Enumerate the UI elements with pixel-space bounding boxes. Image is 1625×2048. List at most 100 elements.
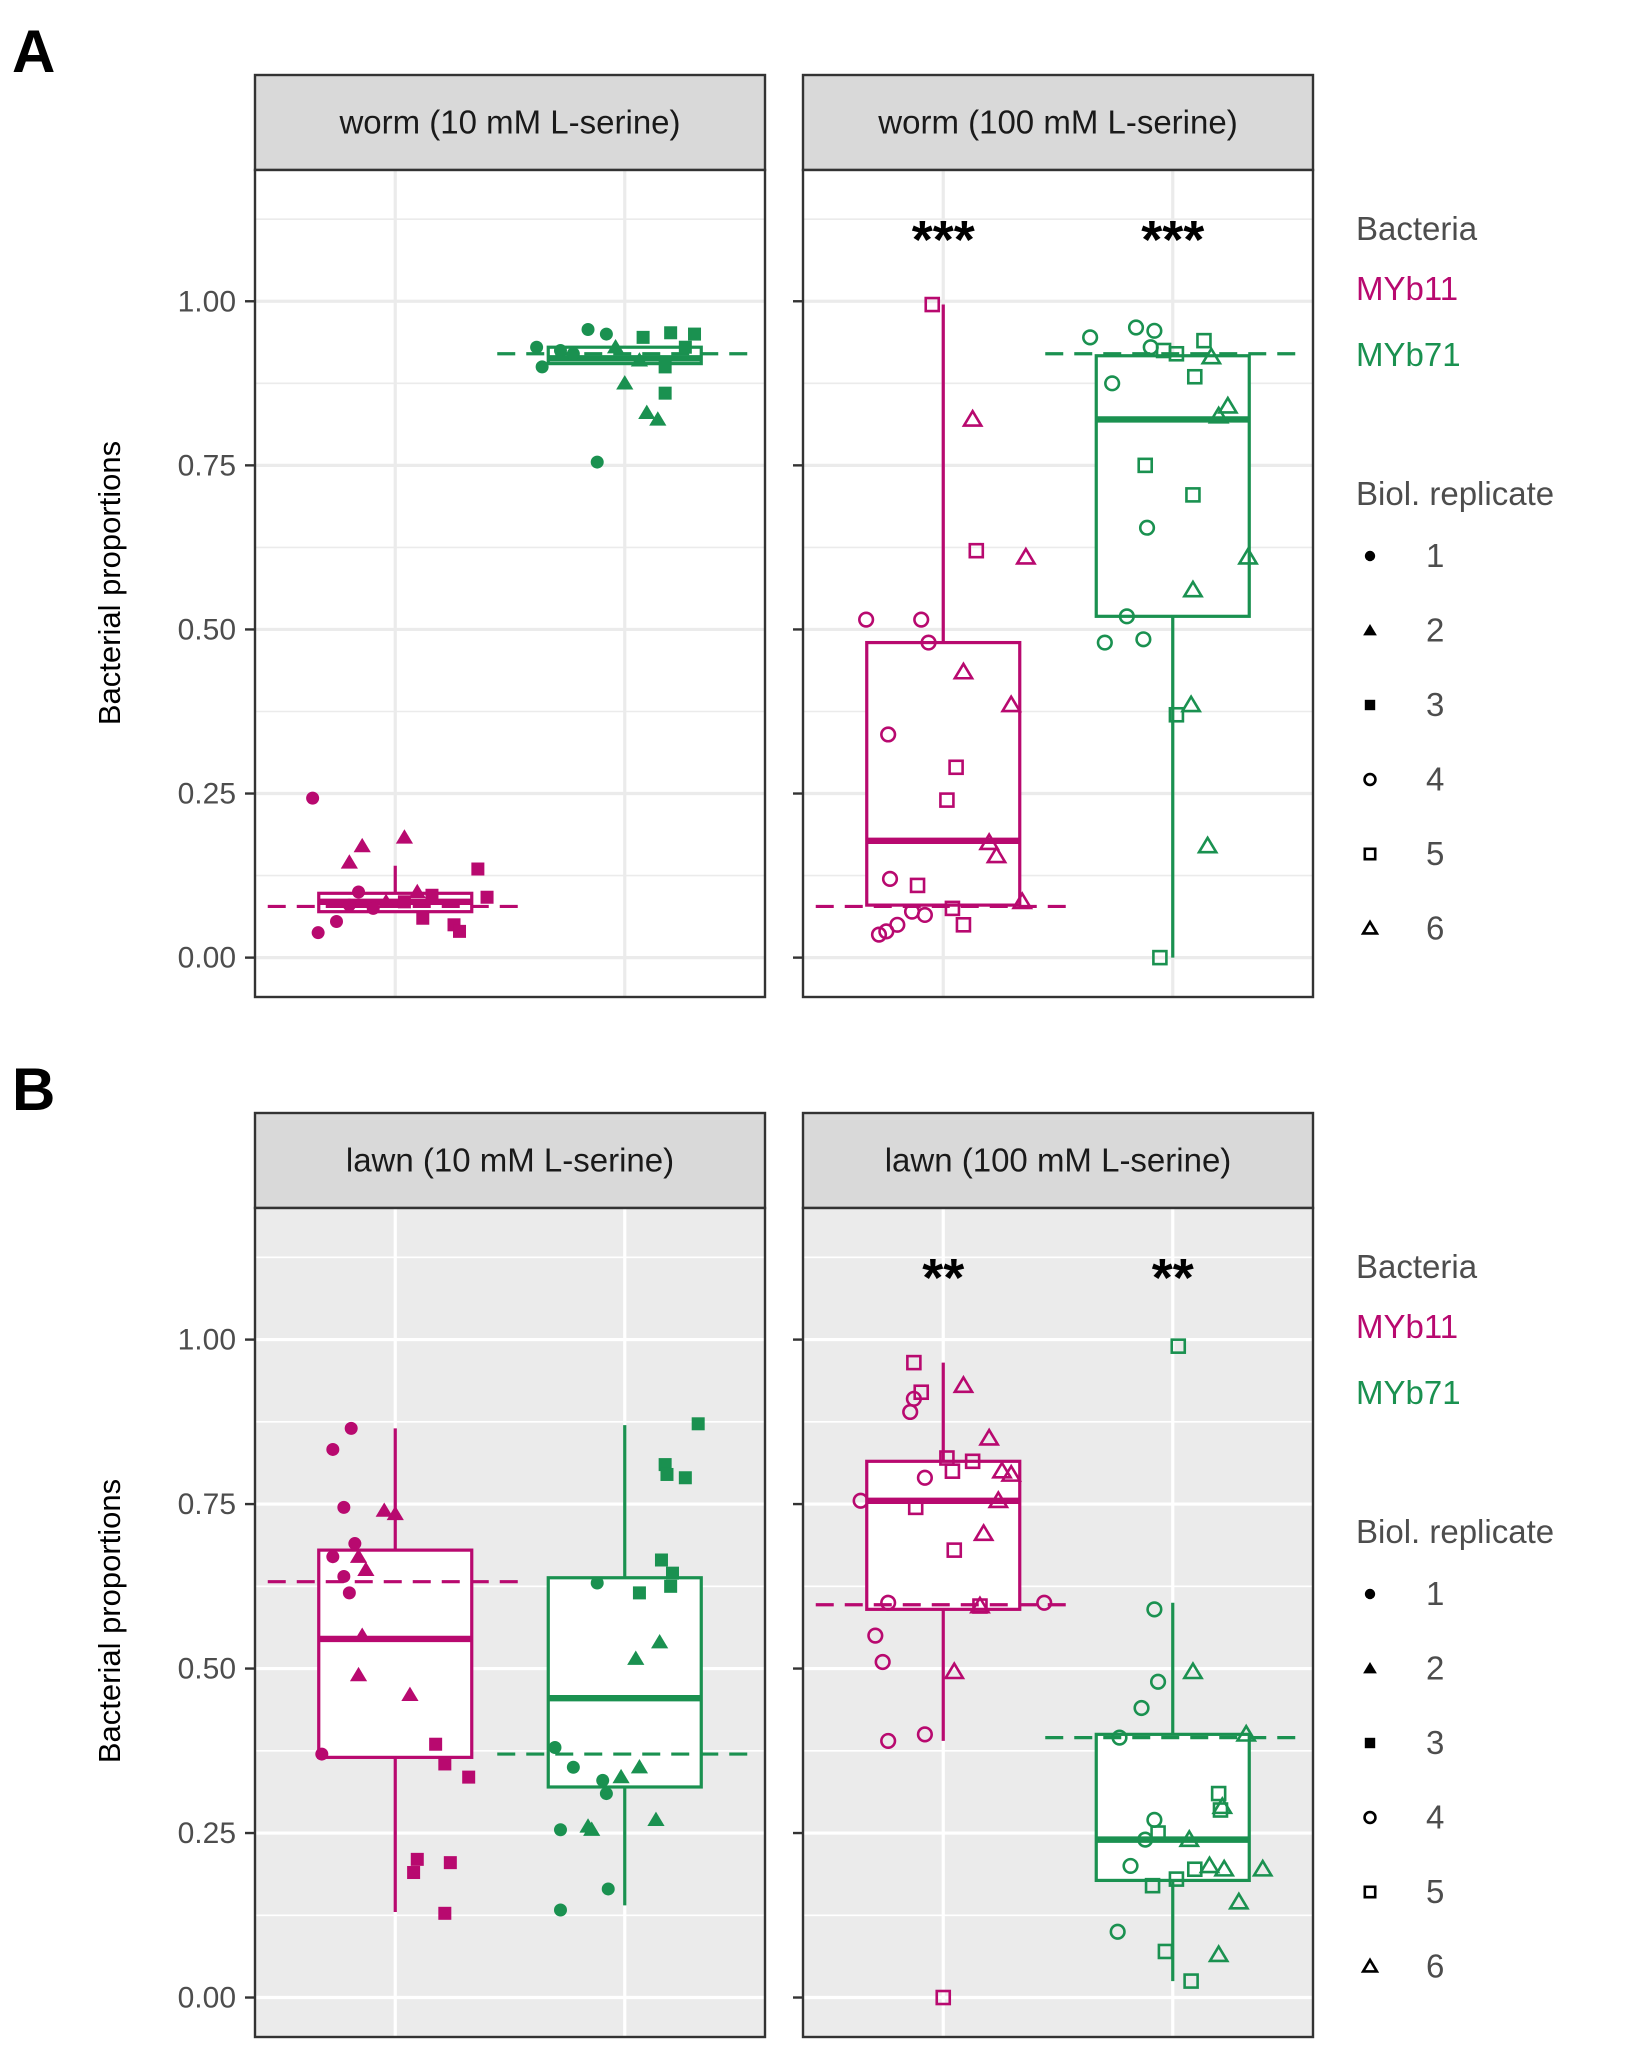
- data-point: [935, 1989, 952, 2006]
- legend-replicate-label: 1: [1426, 1575, 1444, 1612]
- data-point: [1198, 1855, 1221, 1874]
- data-point: [943, 1661, 966, 1680]
- data-point: [1180, 694, 1203, 713]
- data-point: [342, 1586, 356, 1600]
- facet-2: worm (100 mM L-serine) *** ***: [793, 73, 1315, 999]
- boxplot-myb71: [546, 1425, 703, 1906]
- legend-key-shape: [1360, 919, 1380, 935]
- data-point: [1137, 457, 1154, 474]
- data-point: [1138, 519, 1156, 536]
- data-point: [916, 1726, 933, 1743]
- data-point: [566, 347, 580, 361]
- data-point: [1207, 1944, 1230, 1963]
- data-point: [654, 1553, 668, 1567]
- data-point: [1118, 608, 1135, 625]
- data-point: [1185, 487, 1201, 503]
- data-point: [987, 1490, 1010, 1509]
- data-point: [961, 408, 984, 427]
- plot-background: [255, 170, 765, 997]
- data-point: [352, 885, 366, 899]
- box: [1094, 354, 1251, 618]
- legend-replicate-label: 5: [1426, 1873, 1444, 1910]
- data-point: [337, 1569, 351, 1583]
- data-point: [985, 845, 1008, 864]
- points-myb71: [1109, 1338, 1274, 1989]
- data-point: [1104, 375, 1121, 392]
- legend-bacteria-item: MYb71: [1356, 1374, 1461, 1411]
- data-point: [407, 1866, 421, 1880]
- data-point: [913, 611, 930, 628]
- data-point: [972, 1522, 995, 1542]
- data-point: [337, 1500, 351, 1514]
- legend-bacteria-item: MYb11: [1356, 270, 1458, 307]
- data-point: [1200, 346, 1223, 365]
- data-point: [880, 1732, 897, 1750]
- data-point: [1196, 835, 1219, 854]
- facet-1: worm (10 mM L-serine) 0.00 0.25 0.50 0.75 1.0…: [178, 73, 767, 999]
- legend-bacteria-title: Bacteria: [1356, 210, 1478, 247]
- data-point: [1144, 1877, 1161, 1894]
- data-point: [596, 1773, 610, 1787]
- significance-label: **: [1152, 1248, 1194, 1308]
- data-point: [416, 911, 430, 925]
- data-point: [1227, 1891, 1250, 1910]
- data-point: [909, 877, 926, 894]
- data-point: [1000, 694, 1023, 713]
- data-point: [342, 898, 356, 912]
- data-point: [306, 791, 320, 805]
- data-point: [627, 1650, 645, 1665]
- facet-strip-label: lawn (10 mM L-serine): [346, 1142, 674, 1179]
- data-point: [978, 832, 1001, 851]
- data-point: [410, 1852, 424, 1866]
- data-point: [1014, 546, 1037, 565]
- data-point: [590, 455, 604, 469]
- data-point: [1170, 1338, 1187, 1354]
- data-point: [616, 375, 634, 390]
- data-point: [443, 1856, 457, 1870]
- legend-replicate-label: 3: [1426, 1724, 1444, 1761]
- data-point: [969, 1595, 991, 1614]
- data-point: [386, 1505, 404, 1521]
- data-point: [889, 916, 906, 933]
- data-point: [1149, 1673, 1167, 1690]
- data-point: [664, 326, 678, 340]
- legend: Bacteria MYb11 MYb71 Biol. replicate 1 2 3 4 5 6: [1356, 210, 1554, 947]
- data-point: [1182, 1661, 1204, 1680]
- significance-label: **: [922, 1248, 964, 1308]
- data-point: [438, 1906, 452, 1920]
- data-point: [1109, 1923, 1126, 1940]
- data-point: [1036, 1594, 1053, 1611]
- data-point: [1216, 395, 1239, 414]
- legend-key-shape: [1360, 1957, 1380, 1973]
- data-point: [1096, 634, 1113, 651]
- facet-strip-label: worm (10 mM L-serine): [338, 104, 680, 141]
- points-myb71: [1082, 319, 1259, 966]
- data-point: [920, 634, 937, 651]
- legend-key-shape: [1363, 1810, 1377, 1825]
- data-point: [678, 340, 692, 354]
- data-point: [353, 837, 371, 853]
- boxplot-myb71: [1094, 354, 1251, 958]
- panel-border: [801, 168, 1315, 999]
- data-point: [566, 1760, 580, 1774]
- data-point: [632, 1586, 646, 1600]
- data-point: [553, 343, 567, 357]
- data-point: [630, 352, 649, 367]
- data-point: [978, 1427, 1001, 1446]
- data-point: [401, 1686, 419, 1702]
- significance-label: ***: [1141, 210, 1204, 270]
- data-point: [612, 1768, 630, 1784]
- data-point: [349, 1548, 368, 1563]
- data-point: [1182, 579, 1204, 598]
- legend: Bacteria MYb11 MYb71 Biol. replicate 1 2 3 4 5 6: [1356, 1248, 1554, 1985]
- legend-key-shape: [1364, 1737, 1376, 1749]
- data-point: [377, 893, 395, 908]
- data-point: [1211, 1795, 1234, 1815]
- data-point: [311, 926, 325, 940]
- boxplot-myb11: [317, 1428, 474, 1912]
- data-point: [870, 926, 888, 943]
- data-point: [658, 360, 672, 374]
- data-point: [471, 862, 485, 876]
- data-point: [1235, 1723, 1258, 1742]
- data-point: [651, 1634, 669, 1649]
